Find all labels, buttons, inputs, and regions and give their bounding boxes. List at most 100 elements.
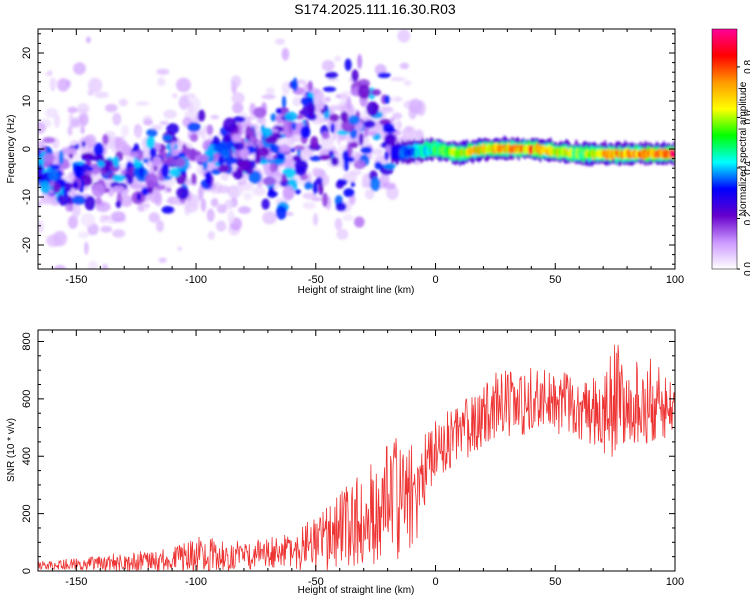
spectrogram-cell [111,174,126,182]
spectrogram-cell [44,107,59,118]
spectrogram-cell [348,169,362,176]
spectrogram-cell [294,166,306,176]
spectrogram-cell [377,72,391,79]
y-tick-label: 800 [21,332,33,350]
spectrogram-cell [294,189,301,195]
spectrogram-cell [45,275,52,286]
spectrogram-cell [177,246,183,251]
spectrogram-cell [99,214,108,224]
spectrogram-cell [38,220,45,234]
spectrogram-cell [197,109,206,122]
spectrogram-cell [321,60,335,72]
spectrogram-cell [320,108,325,114]
colorbar-gradient [712,29,737,269]
spectrogram-cell [302,192,317,200]
spectrogram-cell [163,109,177,119]
spectrogram-cell [259,159,269,165]
spectrogram-cell [38,163,43,179]
spectrogram-cell [383,162,396,170]
spectrogram-cell [178,95,190,110]
spectrogram-cell [267,190,278,198]
spectrogram-cell [382,123,395,133]
spectrogram-cell [307,80,313,92]
spectrogram-cell [135,149,144,161]
spectrogram-cell [48,78,59,89]
x-tick-label: 0 [432,274,438,286]
spectrogram-cell [231,133,242,143]
colorbar-tick-label: 0.0 [743,262,750,276]
spectrogram-cell [112,185,125,193]
spectrogram-cell [42,136,56,144]
spectrogram-cell [369,177,381,192]
spectrogram-cell [166,187,172,193]
spectrogram-cell [318,181,324,196]
spectrogram-cell [175,77,191,93]
spectrogram-cell [291,121,297,131]
spectrogram-cell [303,181,313,190]
spectrogram-cell [87,89,94,96]
spectrogram-cell [324,96,331,103]
spectrogram-cell [207,231,215,240]
spectrogram-cell [149,147,157,158]
spectrogram-cell [114,136,122,151]
colorbar-tick-label: 0.2 [743,211,750,225]
spectrogram-cell [206,208,215,222]
spectrogram-cell [169,167,181,178]
spectrogram-cell [350,181,356,188]
spectrogram-cell [227,209,235,224]
spectrogram-cell [187,121,201,133]
spectrogram-cell [237,206,251,214]
spectrogram-cell [141,187,150,196]
spectrogram-cell [112,229,126,238]
spectrogram-cell [230,75,242,88]
spectrogram-cell [77,102,90,114]
spectrogram-cell [95,197,102,205]
spectrogram-cell [224,199,235,209]
spectrogram-cell [321,131,330,140]
x-tick-label: -50 [308,576,324,588]
y-tick-label: 0 [21,146,33,152]
spectrogram-cell [330,156,339,167]
spectrogram-cell [245,115,257,120]
spectrogram-cell [315,176,323,185]
spectrogram-cell [163,135,173,141]
y-tick-label: 400 [21,447,33,465]
spectrogram-cell [185,201,199,213]
colorbar-tick-label: 0.6 [743,110,750,124]
x-tick-label: 0 [432,576,438,588]
spectrogram-cell [262,211,277,225]
spectrogram-cell [160,159,173,165]
spectrogram-cell [76,164,82,180]
spectrogram-cell [394,96,402,102]
spectrogram-cell [313,213,319,226]
spectrogram-cell [148,212,160,223]
snr-y-ticks: 0 200 400 600 800 [21,332,675,574]
x-tick-label: 100 [666,576,684,588]
spectrogram-cell [78,112,89,127]
spectrogram-cell [191,173,197,185]
spectrogram-cell [137,204,146,212]
spectrogram-cell [248,170,262,184]
spectrogram-cell [70,117,80,128]
spectrogram-cell [322,192,329,207]
spectrogram-cell [233,115,246,123]
spectrogram-cell [336,228,349,240]
spectrogram-cell [392,112,403,120]
spectrogram-cell [220,172,229,181]
spectrogram-cell [296,79,307,85]
spectrogram-cell [94,91,109,99]
spectrogram-cell [245,165,254,175]
spectrogram-marks [38,29,675,286]
spectrogram-cell [84,195,96,211]
spectrogram-cell [105,103,118,113]
spectrogram-cell [261,198,270,210]
spectrogram-cell [261,127,273,137]
spectrogram-cell [342,214,354,222]
spectrogram-cell [112,156,120,168]
spectrogram-cell [187,96,201,112]
snr-series-line [38,344,675,571]
spectrogram-cell [119,194,133,207]
spectrogram-cell [312,181,318,195]
spectrogram-cell [210,115,220,120]
spectrogram-cell [384,151,390,161]
